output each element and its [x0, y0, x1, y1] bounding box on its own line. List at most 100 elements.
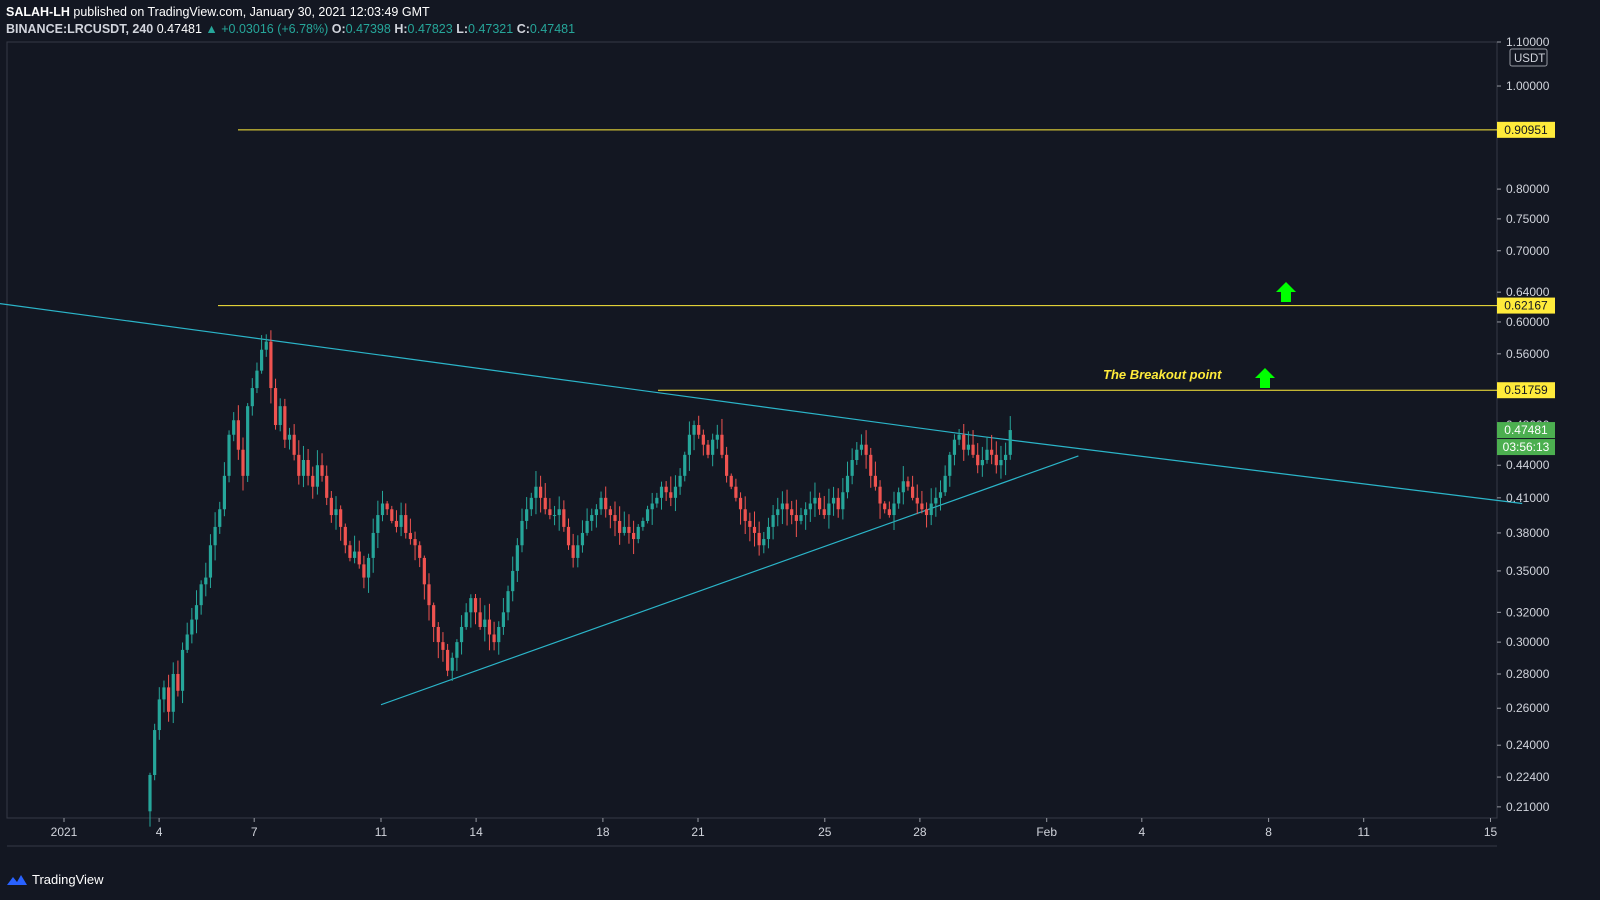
- currency-badge: [1509, 48, 1548, 67]
- candle: [162, 680, 166, 713]
- candle-body: [771, 515, 775, 527]
- candle: [204, 562, 208, 597]
- candle: [529, 492, 533, 516]
- candle-body: [390, 509, 394, 521]
- candle-body: [273, 388, 278, 426]
- candle-body: [673, 486, 678, 498]
- price-tick-label: 0.35000: [1506, 564, 1550, 578]
- candle-body: [473, 598, 478, 613]
- price-tick-label: 0.80000: [1506, 182, 1550, 196]
- candle-body: [808, 503, 812, 510]
- candle: [450, 652, 454, 681]
- price-tick-label: 0.21000: [1506, 800, 1550, 814]
- candle: [790, 500, 794, 525]
- candle-body: [450, 657, 454, 671]
- candle: [655, 492, 659, 508]
- candle-body: [827, 503, 831, 516]
- time-tick-label: 11: [375, 825, 388, 839]
- candle-body: [962, 434, 966, 450]
- candle-body: [394, 520, 399, 527]
- candle-body: [590, 515, 594, 521]
- candle: [232, 412, 236, 442]
- candle-body: [539, 486, 543, 498]
- candle-body: [408, 532, 412, 540]
- candle: [515, 538, 519, 582]
- candle: [892, 491, 896, 531]
- candle: [246, 403, 250, 482]
- candle: [311, 466, 315, 499]
- candle-body: [446, 649, 450, 671]
- candle: [859, 434, 864, 456]
- candle-body: [353, 551, 357, 558]
- price-tick-label: 0.30000: [1506, 635, 1550, 649]
- up-arrow-icon: [1276, 282, 1296, 302]
- candle-body: [287, 434, 292, 440]
- candle: [813, 482, 817, 517]
- candle: [464, 603, 468, 630]
- candle: [301, 445, 306, 488]
- candle-body: [153, 730, 157, 776]
- candle-body: [911, 486, 915, 498]
- time-tick-label: 28: [913, 825, 927, 839]
- candle-body: [632, 532, 636, 540]
- candle: [664, 481, 668, 501]
- candle: [167, 674, 171, 722]
- candle-body: [343, 526, 347, 546]
- candle-body: [301, 460, 306, 476]
- candle-body: [255, 370, 259, 389]
- candle: [771, 504, 775, 540]
- candle-body: [543, 497, 547, 510]
- trendlines: [0, 303, 1523, 706]
- candle: [799, 507, 803, 525]
- candle: [343, 523, 347, 554]
- time-tick-label: Feb: [1036, 825, 1057, 839]
- candle-body: [804, 509, 808, 516]
- price-tick-label: 0.64000: [1506, 285, 1550, 299]
- candle-body: [906, 481, 910, 487]
- candle-body: [1004, 454, 1008, 461]
- candle: [836, 488, 840, 518]
- candle-body: [734, 486, 738, 498]
- candle: [766, 517, 771, 549]
- candle: [613, 501, 617, 537]
- candle: [185, 622, 189, 653]
- candle-body: [664, 486, 668, 493]
- footer-brand[interactable]: TradingView: [6, 872, 104, 887]
- candle-body: [952, 439, 957, 455]
- candle: [869, 447, 873, 488]
- candle: [511, 556, 515, 602]
- descending-trendline: [0, 303, 1523, 505]
- candle-body: [715, 434, 719, 440]
- candle-body: [687, 434, 691, 455]
- candle: [952, 434, 957, 466]
- candle: [539, 475, 543, 513]
- candle-body: [990, 449, 994, 455]
- candle-body: [232, 420, 236, 435]
- candle-body: [492, 634, 496, 643]
- time-axis[interactable]: 2021 4 7 11 14 18 21 25 28 Feb 4 8 11 15: [51, 818, 1498, 839]
- candle: [720, 418, 724, 459]
- candle-body: [966, 444, 970, 450]
- candle-body: [180, 649, 185, 691]
- candle: [711, 433, 715, 467]
- candle-body: [845, 475, 850, 493]
- candle: [594, 504, 598, 528]
- candle: [845, 461, 850, 499]
- price-tick-label: 0.22400: [1506, 770, 1550, 784]
- candle: [250, 378, 254, 416]
- level-price-label: 0.51759: [1504, 383, 1548, 397]
- candle-body: [176, 673, 180, 691]
- publisher-name[interactable]: SALAH-LH: [6, 5, 70, 19]
- close-value: 0.47481: [529, 22, 576, 36]
- candle-body: [557, 509, 561, 516]
- candle-body: [938, 492, 943, 498]
- candle: [153, 723, 157, 781]
- candle: [748, 512, 752, 542]
- candle: [976, 443, 980, 474]
- candle-body: [148, 775, 152, 812]
- candle: [645, 505, 650, 524]
- candle: [934, 487, 938, 517]
- candle-body: [371, 532, 375, 558]
- candle-body: [692, 425, 696, 435]
